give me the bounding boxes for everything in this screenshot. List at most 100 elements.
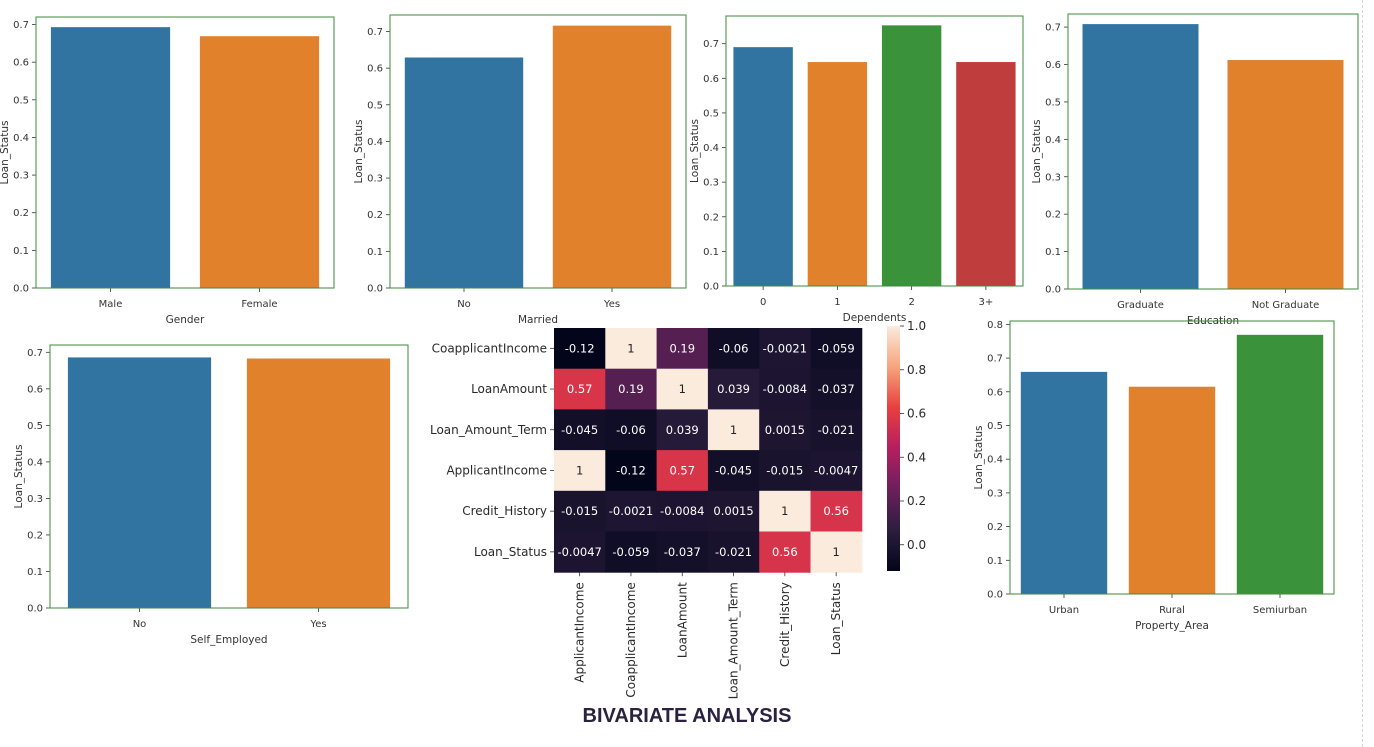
gender-ylabel: Loan_Status [0, 121, 11, 185]
heatmap-col-label-loanamount: LoanAmount [675, 582, 689, 658]
heatmap-cell-label: 0.0015 [765, 423, 805, 437]
property_area-ytick-label: 0.1 [987, 556, 1003, 567]
self_employed-ytick-label: 0.6 [27, 384, 43, 395]
gender-ytick-label: 0.0 [13, 284, 29, 295]
gender-xlabel: Gender [166, 314, 205, 326]
heatmap-cell-label: 0.56 [772, 545, 798, 559]
gender-bar-chart: Male Female 0.0 0.1 0.2 0.3 0.4 0.5 0.6 0.7 Gender… [0, 16, 335, 326]
heatmap-cell-loan-amount-term-loan-status [810, 409, 863, 451]
gender-ytick-label: 0.4 [13, 133, 29, 144]
education-ytick-label: 0.0 [1045, 285, 1061, 296]
property_area-xlabel: Property_Area [1135, 620, 1209, 632]
education-xtick-graduate: Graduate [1117, 300, 1164, 311]
dependents-ytick-label: 0.5 [703, 108, 719, 119]
heatmap-cell-label: 1 [832, 545, 839, 559]
gender-axes-frame [35, 16, 335, 289]
dependents-xtick-2: 2 [908, 297, 914, 308]
self_employed-ytick-label: 0.0 [27, 604, 43, 615]
dependents-ytick-label: 0.2 [703, 212, 719, 223]
heatmap-cell-coapplicantincome-applicantincome [554, 328, 606, 370]
heatmap-row-label-credit-history: Credit_History [462, 504, 547, 518]
self_employed-ytick-label: 0.3 [27, 494, 43, 505]
education-ytick-label: 0.1 [1045, 247, 1061, 258]
heatmap-cell-coapplicantincome-loan-status [810, 328, 863, 370]
property_area-xtick-rural: Rural [1159, 605, 1185, 616]
heatmap-cell-label: -0.0084 [660, 504, 704, 518]
self_employed-ytick-label: 0.1 [27, 567, 43, 578]
property_area-ytick-label: 0.8 [987, 320, 1003, 331]
heatmap-cell-label: 0.19 [618, 382, 644, 396]
married-ytick-label: 0.3 [367, 174, 383, 185]
married-bar-yes [552, 25, 672, 289]
self_employed-bar-yes [246, 358, 391, 608]
heatmap-cell-label: -0.0021 [609, 504, 653, 518]
property_area-ytick-label: 0.0 [987, 590, 1003, 601]
property_area-bar-urban [1020, 371, 1108, 594]
gender-ytick-label: 0.7 [13, 20, 29, 31]
self_employed-xlabel: Self_Employed [190, 634, 267, 646]
heatmap-cell-credit-history-loan-status [810, 490, 863, 532]
dependents-xlabel: Dependents [843, 312, 907, 324]
heatmap-cell-label: 0.039 [666, 423, 699, 437]
colorbar-tick-label: 0.2 [907, 494, 926, 508]
heatmap-cell-credit-history-loanamount [656, 490, 709, 532]
colorbar-tick-label: 0.6 [907, 407, 926, 421]
self_employed-ytick-label: 0.4 [27, 457, 43, 468]
heatmap-cell-loan-status-loanamount [656, 531, 709, 573]
heatmap-cell-label: 0.56 [823, 504, 849, 518]
property_area-bar-semiurban [1236, 334, 1324, 594]
heatmap-cell-label: 1 [627, 341, 634, 355]
heatmap-cell-loan-amount-term-applicantincome [554, 409, 606, 451]
gender-ytick-label: 0.3 [13, 171, 29, 182]
heatmap-row-label-loan-status: Loan_Status [474, 545, 547, 559]
married-ytick-label: 0.7 [367, 27, 383, 38]
heatmap-cell-label: 1 [576, 463, 583, 477]
heatmap-cell-loan-amount-term-credit-history [759, 409, 811, 451]
colorbar-tick-label: 1.0 [907, 319, 926, 333]
heatmap-colorbar [887, 326, 900, 571]
heatmap-cell-loanamount-applicantincome [554, 368, 606, 410]
heatmap-cell-label: -0.015 [561, 504, 598, 518]
education-bar-chart: Graduate Not Graduate 0.0 0.1 0.2 0.3 0.4 0.5 0.… [1031, 13, 1359, 327]
married-xtick-no: No [457, 299, 471, 310]
gender-ytick-label: 0.2 [13, 208, 29, 219]
dependents-bar-0 [733, 47, 793, 287]
heatmap-cell-loan-amount-term-loan-amount-term [707, 409, 760, 451]
heatmap-cell-label: -0.045 [561, 423, 598, 437]
page-title: BIVARIATE ANALYSIS [582, 705, 792, 727]
education-bar-not-graduate [1227, 60, 1344, 289]
correlation-heatmap: -0.12 1 0.19 -0.06 -0.0021 -0.059 0.57 0.19 1 0.0… [430, 319, 926, 699]
heatmap-cell-label: -0.021 [715, 545, 752, 559]
property-area-bar-chart: Urban Rural Semiurban 0.0 0.1 0.2 0.3 0.4 0.5 0.6… [973, 320, 1335, 632]
heatmap-cell-loan-amount-term-loanamount [656, 409, 709, 451]
heatmap-cell-credit-history-applicantincome [554, 490, 606, 532]
property_area-ytick-label: 0.5 [987, 421, 1003, 432]
heatmap-cell-loan-amount-term-coapplicantincome [605, 409, 658, 451]
property_area-ytick-label: 0.7 [987, 354, 1003, 365]
property_area-ytick-label: 0.6 [987, 387, 1003, 398]
property_area-ylabel: Loan_Status [973, 426, 985, 490]
self_employed-bar-no [67, 357, 212, 608]
heatmap-cell-loan-status-applicantincome [554, 531, 606, 573]
dependents-ytick-label: 0.4 [703, 143, 719, 154]
education-ytick-label: 0.7 [1045, 23, 1061, 34]
self_employed-ytick-label: 0.7 [27, 348, 43, 359]
heatmap-cell-label: -0.06 [616, 423, 646, 437]
self_employed-axes-frame [49, 344, 409, 609]
property_area-bar-rural [1128, 386, 1216, 594]
heatmap-col-label-applicantincome: ApplicantIncome [573, 582, 587, 683]
self_employed-ylabel: Loan_Status [13, 445, 25, 509]
education-axes-frame [1067, 13, 1359, 290]
heatmap-cell-label: 0.19 [669, 341, 695, 355]
heatmap-cell-label: -0.037 [818, 382, 855, 396]
dependents-xtick-3: 3+ [979, 297, 994, 308]
married-xlabel: Married [518, 314, 558, 326]
dependents-bar-chart: 0 1 2 3+ 0.0 0.1 0.2 0.3 0.4 0.5 0.6 0.7 Dependents L… [689, 15, 1024, 324]
heatmap-cell-label: 1 [730, 423, 737, 437]
heatmap-cell-label: -0.12 [616, 463, 646, 477]
heatmap-col-label-credit-history: Credit_History [778, 582, 792, 667]
self_employed-xtick-yes: Yes [309, 619, 326, 630]
heatmap-cell-loan-status-loan-amount-term [707, 531, 760, 573]
heatmap-cell-loan-status-coapplicantincome [605, 531, 658, 573]
heatmap-cell-applicantincome-loanamount [656, 450, 709, 492]
